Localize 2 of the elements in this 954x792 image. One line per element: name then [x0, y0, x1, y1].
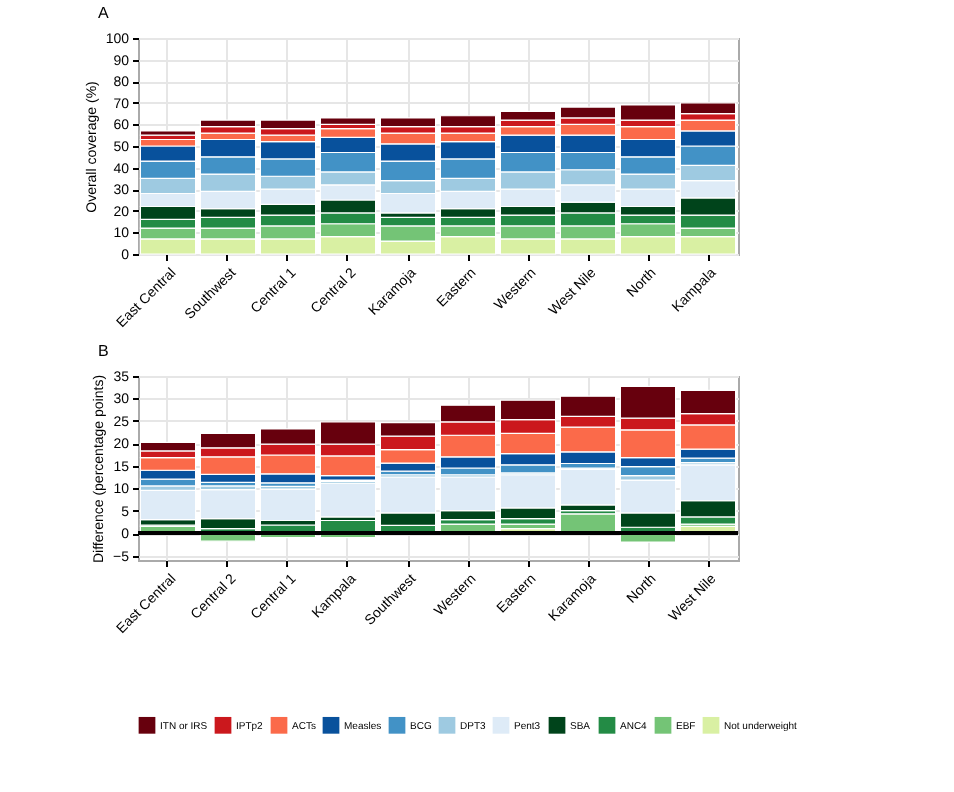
chart-title: B [98, 342, 109, 360]
chart-title: A [98, 4, 110, 22]
